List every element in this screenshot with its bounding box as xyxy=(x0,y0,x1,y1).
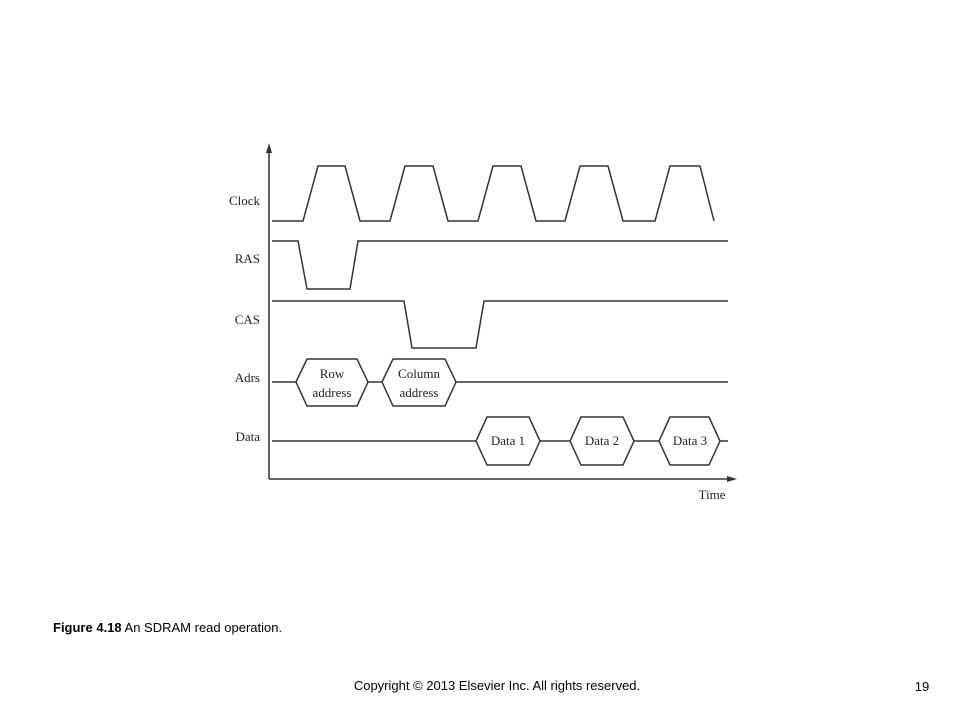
figure-number: Figure 4.18 xyxy=(53,620,122,635)
caption-text: An SDRAM read operation. xyxy=(125,620,283,635)
timing-diagram: Time Clock RAS CAS Adrs Data Row address… xyxy=(229,143,737,502)
bubble-label: Column xyxy=(398,366,440,381)
ras-wave xyxy=(272,240,728,290)
copyright: Copyright © 2013 Elsevier Inc. All right… xyxy=(354,678,640,693)
caption: Figure 4.18 An SDRAM read operation. xyxy=(53,620,282,635)
clock-wave xyxy=(272,165,715,222)
bubble-label: Data 3 xyxy=(673,433,707,448)
bubble-label: Data 1 xyxy=(491,433,525,448)
bubble-label: address xyxy=(400,385,439,400)
axis-arrow xyxy=(727,476,737,482)
signal-label: Adrs xyxy=(235,370,260,385)
axis-arrow xyxy=(266,143,272,153)
signal-label: Data xyxy=(235,429,260,444)
x-axis-label: Time xyxy=(699,487,726,502)
cas-wave xyxy=(272,300,728,349)
signal-label: Clock xyxy=(229,193,261,208)
bubble-label: address xyxy=(313,385,352,400)
page-number: 19 xyxy=(915,679,929,694)
signal-label: CAS xyxy=(235,312,260,327)
bubble-label: Row xyxy=(320,366,345,381)
bubble-label: Data 2 xyxy=(585,433,619,448)
signal-label: RAS xyxy=(235,251,260,266)
